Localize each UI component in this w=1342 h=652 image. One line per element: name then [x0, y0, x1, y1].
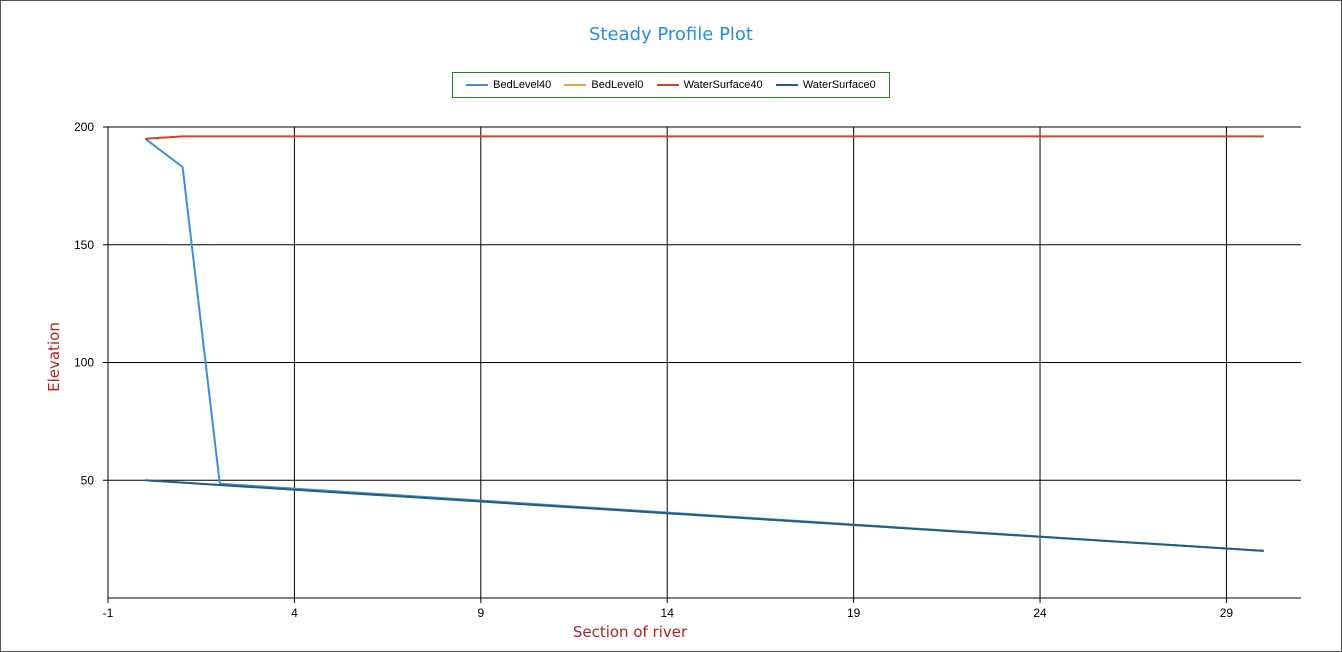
legend-label-watersurface0: WaterSurface0 [802, 79, 876, 91]
series-line-watersurface0 [145, 479, 1264, 552]
y-tick-label: 100 [74, 356, 94, 370]
y-tick-label: 150 [74, 238, 94, 252]
legend-item-bedlevel0: BedLevel0 [564, 79, 643, 91]
legend-item-bedlevel40: BedLevel40 [466, 79, 551, 91]
chart-title: Steady Profile Plot [588, 24, 753, 45]
legend-swatch-watersurface40 [656, 84, 679, 86]
y-tick-label: 50 [81, 473, 95, 487]
x-tick-label: 4 [291, 606, 298, 620]
legend-label-bedlevel40: BedLevel40 [493, 79, 552, 91]
legend-label-bedlevel0: BedLevel0 [591, 79, 644, 91]
legend-swatch-watersurface0 [775, 84, 798, 86]
y-axis-title: Elevation [45, 322, 63, 392]
x-tick-label: -1 [103, 606, 114, 620]
x-tick-label: 24 [1033, 606, 1047, 620]
x-tick-label: 19 [847, 606, 861, 620]
legend: BedLevel40 BedLevel0 WaterSurface40 Wate… [452, 72, 890, 98]
grid-layer [107, 126, 1301, 599]
legend-swatch-bedlevel40 [466, 84, 489, 86]
tick-layer: -1 4 9 14 19 24 29 50 100 150 200 [74, 120, 1233, 620]
legend-item-watersurface0: WaterSurface0 [775, 79, 876, 91]
x-axis-title: Section of river [573, 623, 688, 641]
legend-label-watersurface40: WaterSurface40 [683, 79, 763, 91]
x-tick-label: 9 [477, 606, 484, 620]
legend-item-watersurface40: WaterSurface40 [656, 79, 763, 91]
y-tick-label: 200 [74, 120, 94, 134]
series-layer [144, 135, 1264, 552]
series-line-bedlevel40 [144, 138, 1264, 552]
x-tick-label: 29 [1220, 606, 1234, 620]
x-tick-label: 14 [661, 606, 675, 620]
series-line-watersurface40 [145, 135, 1264, 140]
legend-swatch-bedlevel0 [564, 84, 587, 86]
